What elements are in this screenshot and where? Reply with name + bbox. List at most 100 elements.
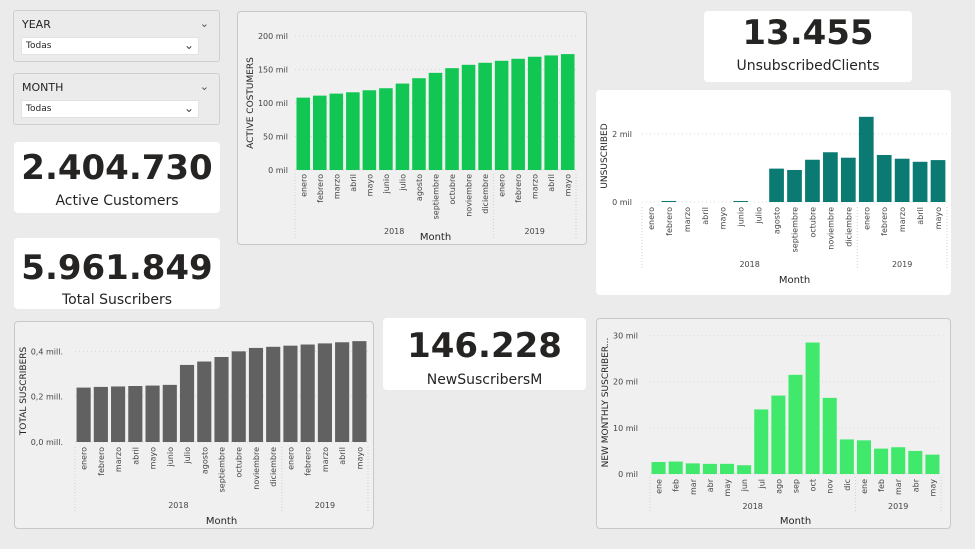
x-tick-label: abril [916,207,925,225]
bar [478,62,492,170]
month-slicer[interactable]: MONTH ⌄ Todas ⌄ [13,73,220,125]
month-dropdown-value: Todas [26,104,52,114]
year-label: 2018 [168,501,188,510]
y-tick-label: 0,0 mill. [31,438,63,447]
year-label: 2018 [384,227,404,236]
x-tick-label: enero [498,174,507,197]
x-tick-label: octubre [808,207,817,238]
bar [313,95,327,170]
y-tick-label: 0 mil [268,166,288,175]
bar [874,448,889,474]
y-tick-label: 0 mil [612,198,632,207]
x-tick-label: enero [862,207,871,230]
x-tick-label: sep [792,479,801,493]
y-axis-label: UNSUSCRIBED [600,123,610,188]
bar [787,169,802,202]
y-tick-label: 150 mil [258,66,288,75]
bar [111,386,126,442]
x-tick-label: febrero [304,447,313,476]
bar [544,55,558,170]
x-tick-label: dic [843,479,852,491]
x-tick-label: diciembre [844,207,853,247]
x-tick-label: abril [338,447,347,465]
chevron-down-icon[interactable]: ⌄ [183,38,194,52]
x-axis-label: Month [779,275,810,286]
bar [737,465,752,474]
year-slicer-title: YEAR [22,18,51,31]
year-slicer[interactable]: YEAR ⌄ Todas ⌄ [13,10,220,62]
unsubscribed-chart[interactable]: 0 mil 2 mil UNSUSCRIBED enero febrero marzo ab… [596,90,951,295]
chevron-down-icon[interactable]: ⌄ [183,101,194,115]
x-tick-label: oct [809,479,818,491]
bar [822,397,837,474]
bar [494,60,509,170]
bar [876,154,892,202]
active-customers-label: Active Customers [55,193,179,209]
y-tick-label: 50 mil [263,133,288,142]
bar [335,342,350,442]
bar [668,461,683,474]
bar [266,346,281,442]
x-tick-label: abril [131,447,140,465]
x-tick-label: mayo [934,207,943,229]
bar [925,454,940,474]
y-axis-label: TOTAL SUSCRIBERS [19,346,29,436]
x-tick-label: febrero [665,207,674,236]
x-tick-label: abr [706,478,715,492]
year-label: 2019 [892,260,912,269]
bar [428,72,443,170]
bar [702,463,717,474]
bar [651,462,666,474]
x-tick-label: jul [757,479,766,490]
x-tick-label: junio [737,207,746,228]
bar [769,168,784,202]
bar [76,387,91,442]
y-tick-label: 0,4 mill. [31,347,63,356]
unsubscribed-clients-label: UnsubscribedClients [736,58,880,74]
x-tick-label: septiembre [432,174,441,219]
bar [362,90,377,170]
bar [661,200,677,202]
x-tick-label: nov [826,479,835,494]
x-tick-label: may [928,479,937,497]
y-tick-label: 0 mil [618,470,638,479]
chevron-down-icon[interactable]: ⌄ [199,80,209,93]
month-dropdown[interactable]: Todas ⌄ [21,100,199,118]
x-tick-label: marzo [898,207,907,232]
x-tick-label: ene [860,479,869,494]
total-suscribers-chart[interactable]: 0,0 mill. 0,2 mill. 0,4 mill. TOTAL SUSCRIB… [14,321,374,529]
active-customers-card: 2.404.730 Active Customers [14,142,220,213]
x-tick-label: noviembre [465,174,474,217]
x-tick-label: abril [701,207,710,225]
x-axis-label: Month [780,516,811,527]
y-axis-label: NEW MONTHLY SUSCRIBER... [601,338,611,468]
year-label: 2019 [315,501,335,510]
x-tick-label: enero [299,174,308,197]
bar [300,344,315,442]
bar [214,357,229,442]
x-tick-label: mar [689,478,698,495]
bar [912,161,928,202]
y-axis-label: ACTIVE COSTUMERS [246,57,256,149]
year-dropdown[interactable]: Todas ⌄ [21,37,199,55]
bar [445,68,459,170]
x-tick-label: feb [877,479,886,492]
bar [231,351,246,442]
new-monthly-suscribers-chart[interactable]: 0 mil 10 mil 20 mil 30 mil NEW MONTHLY SUSCR… [596,318,951,529]
chevron-down-icon[interactable]: ⌄ [199,17,209,30]
bar [788,374,803,474]
x-tick-label: abr [911,478,920,492]
x-tick-label: octubre [235,447,244,478]
bar [840,157,856,202]
x-tick-label: mayo [149,447,158,469]
x-tick-label: enero [80,447,89,470]
bar [560,54,575,171]
x-tick-label: mayo [564,174,573,196]
x-tick-label: agosto [200,447,209,474]
x-tick-label: feb [672,479,681,492]
bar [685,463,700,474]
new-suscribers-label: NewSuscribersM [426,372,543,388]
total-suscribers-card: 5.961.849 Total Suscribers [14,238,220,309]
active-customers-chart[interactable]: 0 mil 50 mil 100 mil 150 mil 200 mil ACTIVE C… [237,11,587,245]
